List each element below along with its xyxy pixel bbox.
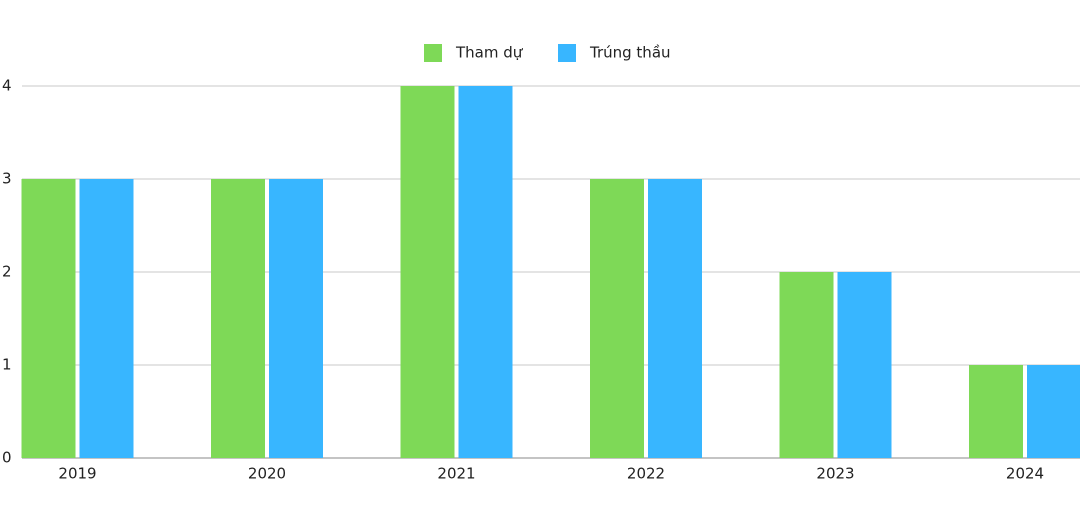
legend-swatch bbox=[424, 44, 442, 62]
x-tick-label: 2019 bbox=[58, 465, 96, 483]
bar bbox=[269, 179, 323, 458]
x-tick-label: 2022 bbox=[627, 465, 665, 483]
legend-label: Tham dự bbox=[455, 44, 524, 62]
bar bbox=[21, 179, 76, 458]
bar bbox=[969, 365, 1023, 458]
bar bbox=[779, 272, 834, 458]
legend-swatch bbox=[558, 44, 576, 62]
bar bbox=[211, 179, 265, 458]
y-tick-label: 3 bbox=[2, 170, 12, 188]
legend-label: Trúng thầu bbox=[589, 44, 671, 62]
y-tick-label: 2 bbox=[2, 263, 12, 281]
y-tick-label: 0 bbox=[2, 449, 12, 467]
bar bbox=[648, 179, 702, 458]
bar bbox=[79, 179, 134, 458]
bar bbox=[1027, 365, 1080, 458]
y-tick-label: 4 bbox=[2, 77, 12, 95]
x-tick-label: 2024 bbox=[1006, 465, 1044, 483]
bar bbox=[458, 86, 513, 458]
y-tick-label: 1 bbox=[2, 356, 12, 374]
x-tick-label: 2021 bbox=[437, 465, 475, 483]
bar bbox=[837, 272, 892, 458]
x-tick-label: 2023 bbox=[816, 465, 854, 483]
bar bbox=[590, 179, 644, 458]
x-tick-label: 2020 bbox=[248, 465, 286, 483]
bar bbox=[400, 86, 455, 458]
